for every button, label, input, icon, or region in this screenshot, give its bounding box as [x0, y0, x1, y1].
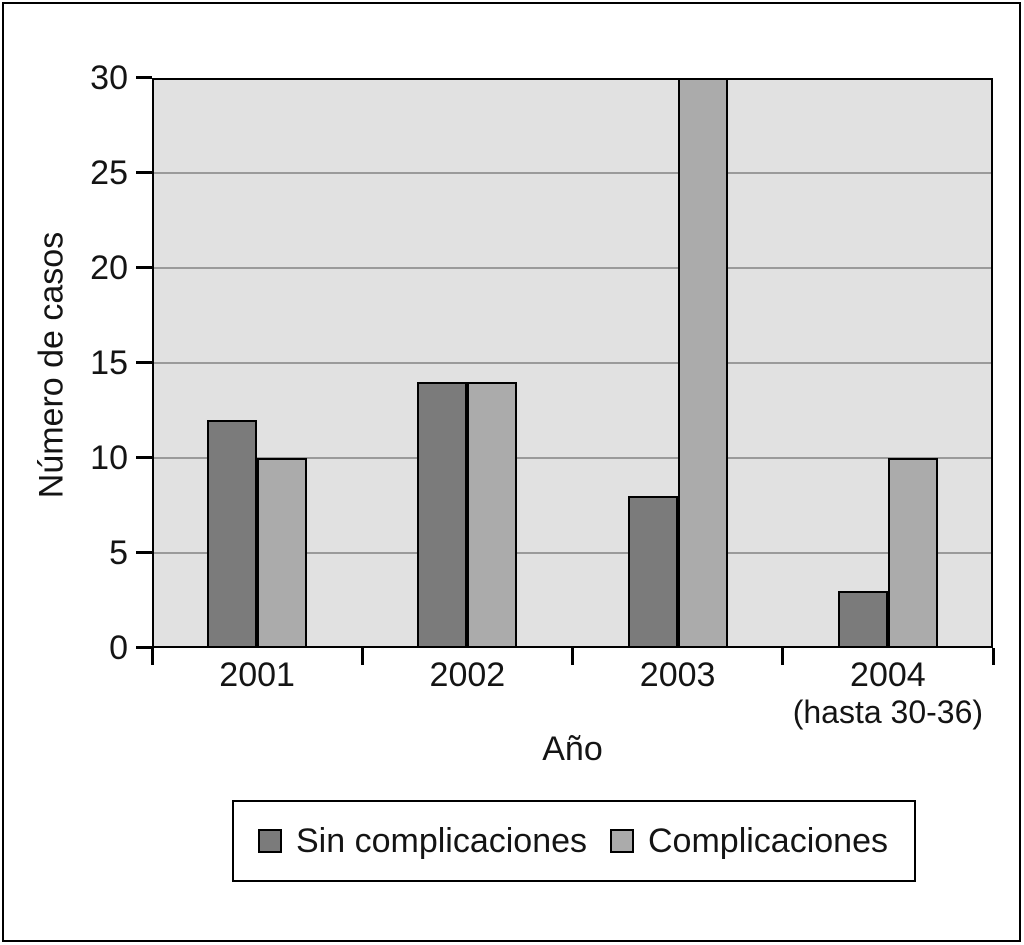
y-axis-tick-10	[136, 456, 152, 459]
gridline-y-5	[154, 552, 991, 554]
x-axis-tick-4	[991, 648, 995, 665]
bar-2001-sin-complicaciones	[207, 420, 258, 648]
y-axis-tick-0	[136, 646, 152, 649]
y-axis-tick-25	[136, 171, 152, 174]
bar-2001-complicaciones	[257, 458, 308, 648]
x-axis-title: Año	[542, 730, 603, 768]
legend-item-sin-complicaciones: Sin complicaciones	[258, 822, 587, 861]
y-tick-label-0: 0	[109, 629, 128, 667]
bar-2004-complicaciones	[887, 458, 938, 648]
y-tick-label-25: 25	[90, 154, 128, 192]
legend-box: Sin complicaciones Complicaciones	[232, 800, 916, 882]
x-axis-tick-1	[360, 648, 364, 665]
x-category-label-2002: 2002	[429, 656, 506, 694]
y-axis-tick-5	[136, 551, 152, 554]
bar-2004-sin-complicaciones	[837, 591, 888, 648]
x-category-label-2001: 2001	[219, 656, 295, 694]
bar-2002-sin-complicaciones	[417, 382, 468, 648]
gridline-y-25	[154, 172, 991, 174]
legend-label-sin-complicaciones: Sin complicaciones	[296, 821, 588, 860]
y-tick-label-5: 5	[109, 534, 128, 572]
y-tick-label-20: 20	[90, 249, 128, 287]
legend-swatch-complicaciones	[610, 829, 634, 853]
legend-item-complicaciones: Complicaciones	[610, 822, 888, 861]
legend-swatch-sin-complicaciones	[258, 829, 282, 853]
x-axis-tick-3	[781, 648, 785, 665]
gridline-y-20	[154, 267, 991, 269]
legend-label-complicaciones: Complicaciones	[648, 821, 888, 860]
x-category-sublabel-2004: (hasta 30-36)	[792, 694, 984, 730]
y-axis-tick-20	[136, 266, 152, 269]
gridline-y-15	[154, 362, 991, 364]
gridline-y-10	[154, 457, 991, 459]
x-axis-tick-0	[150, 648, 154, 665]
bar-2003-sin-complicaciones	[627, 496, 678, 648]
y-tick-label-30: 30	[90, 59, 128, 97]
bar-2002-complicaciones	[467, 382, 518, 648]
bar-2003-complicaciones	[677, 78, 728, 648]
y-axis-tick-30	[136, 76, 152, 79]
y-axis-tick-15	[136, 361, 152, 364]
x-category-label-2004: 2004	[850, 656, 926, 694]
y-tick-label-15: 15	[90, 344, 128, 382]
x-category-label-2003: 2003	[639, 656, 716, 694]
y-tick-label-10: 10	[90, 439, 128, 477]
x-axis-tick-2	[571, 648, 574, 665]
